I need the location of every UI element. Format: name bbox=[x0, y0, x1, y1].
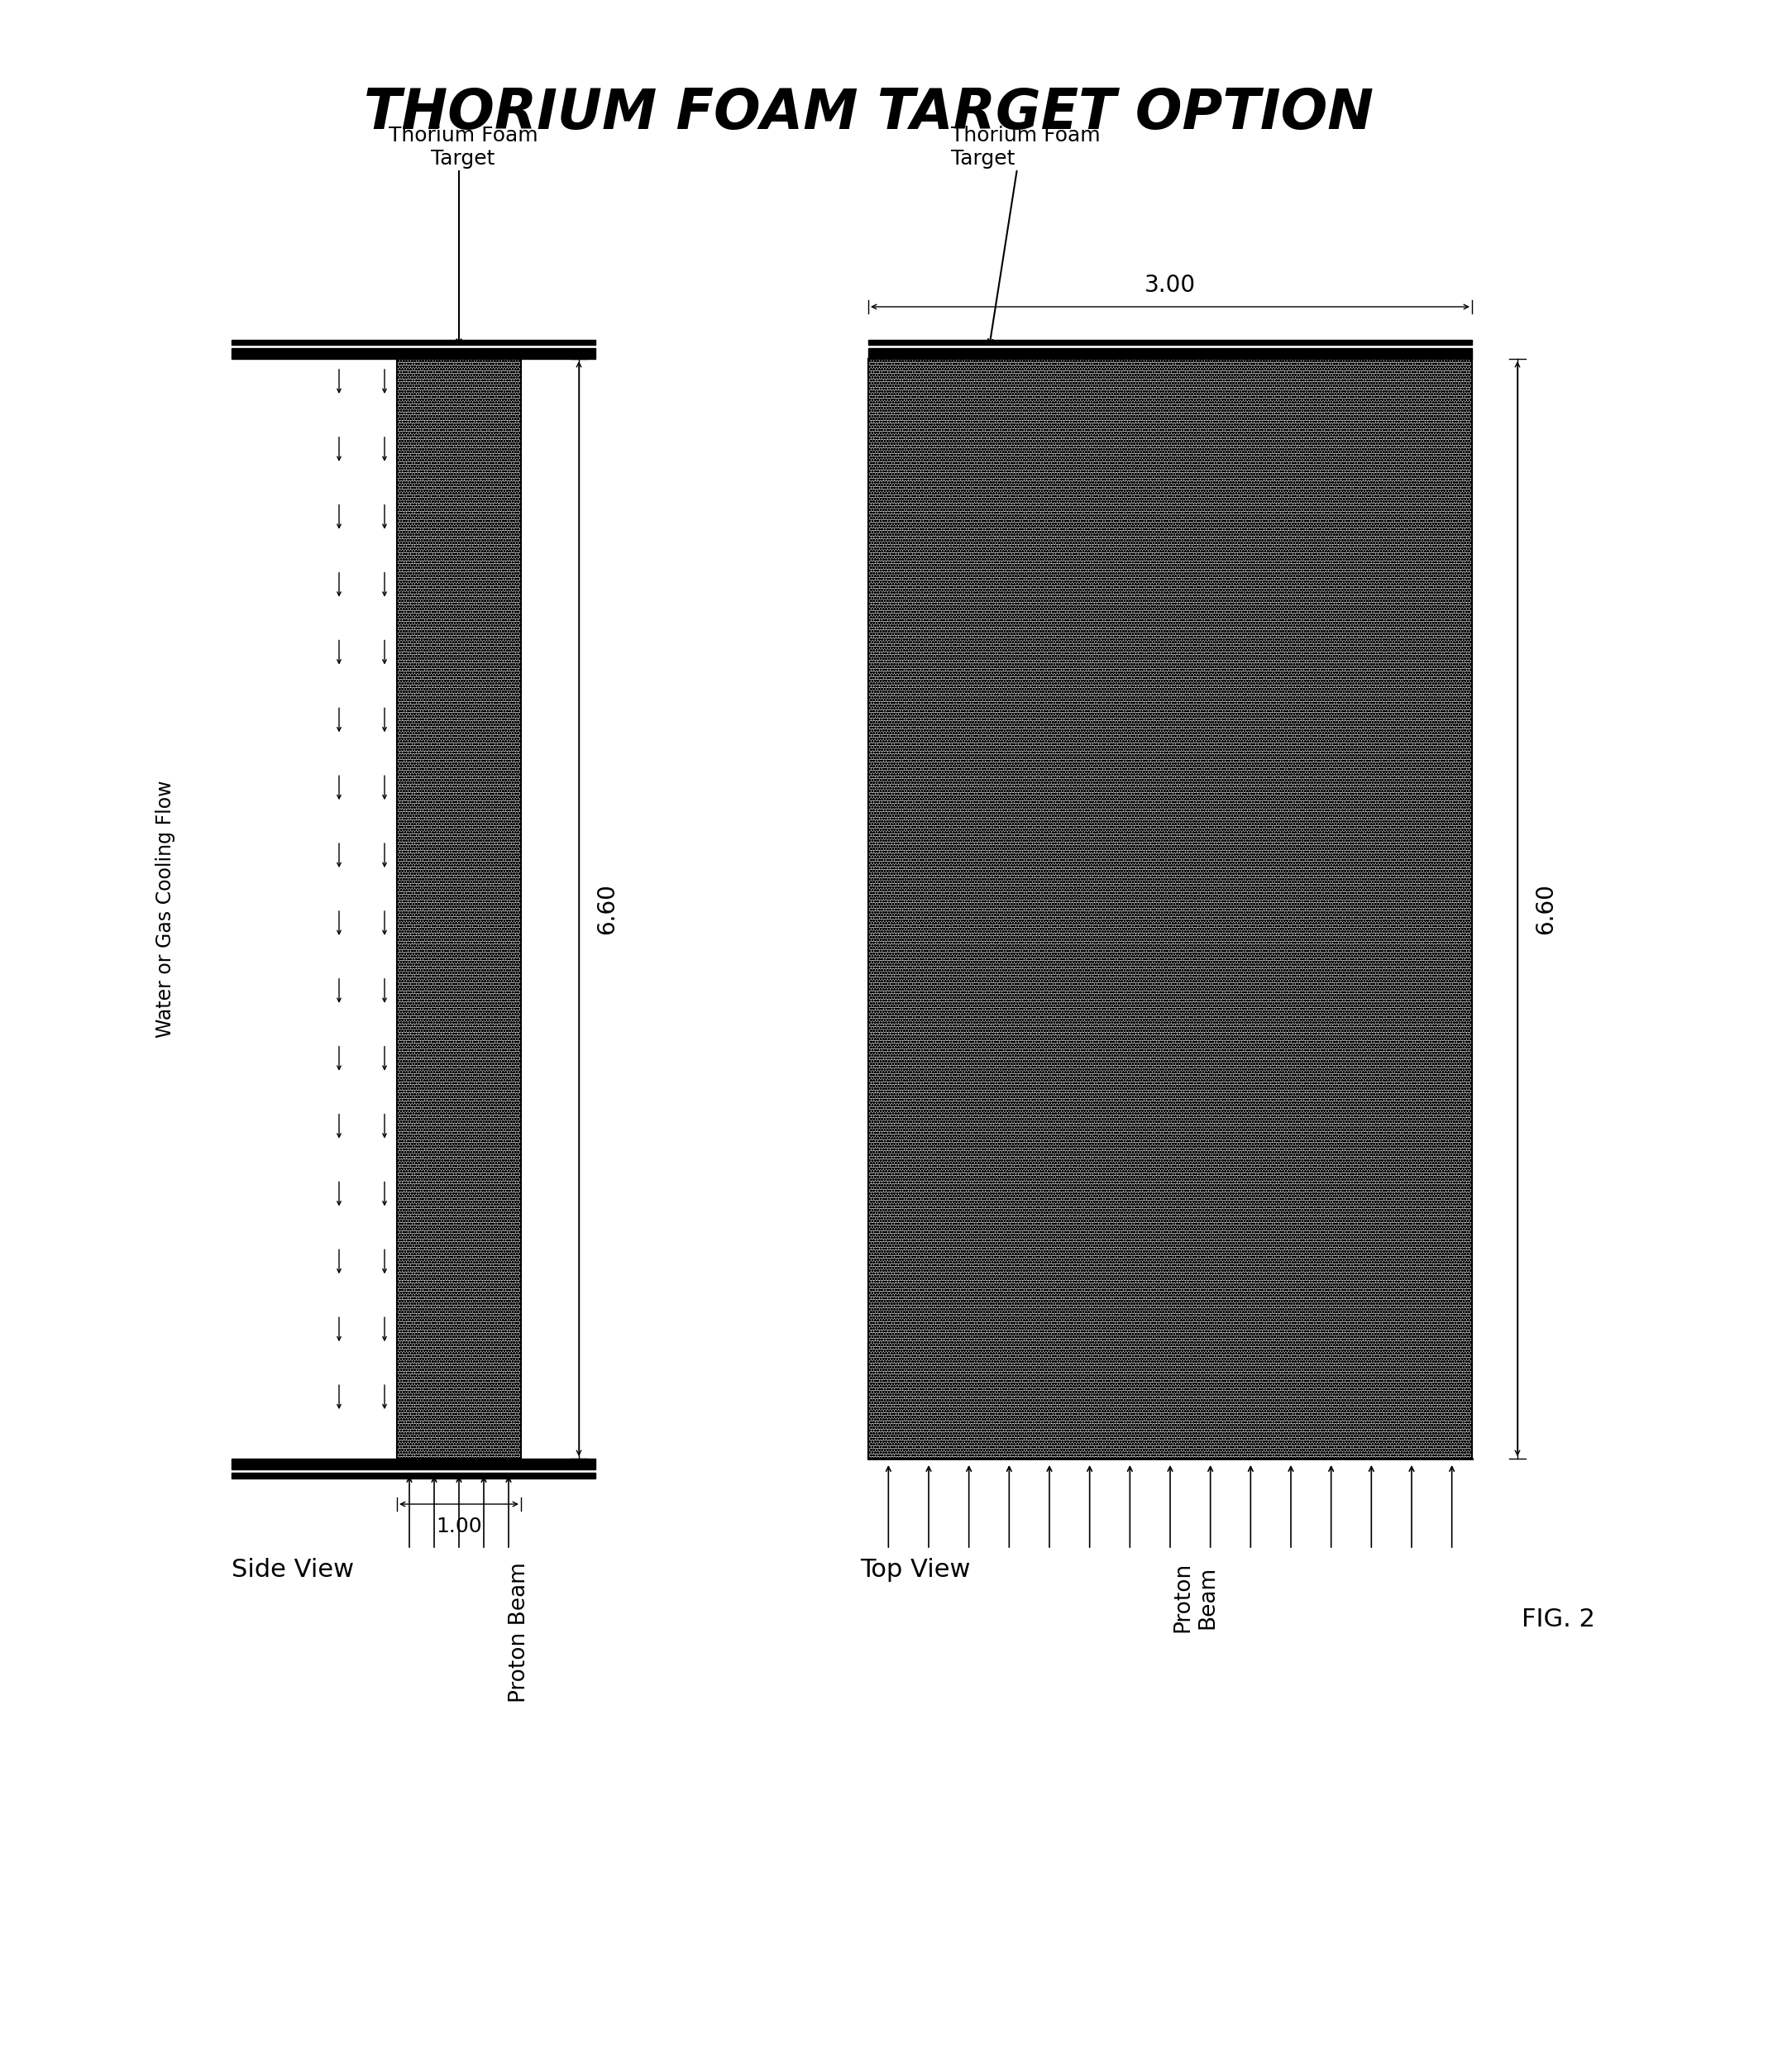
Text: Thorium Foam
Target: Thorium Foam Target bbox=[389, 125, 538, 168]
Bar bbox=[869, 347, 1471, 359]
Bar bbox=[231, 1473, 595, 1479]
Text: THORIUM FOAM TARGET OPTION: THORIUM FOAM TARGET OPTION bbox=[364, 86, 1373, 140]
Bar bbox=[869, 359, 1471, 1458]
Text: Side View: Side View bbox=[231, 1557, 355, 1582]
Bar bbox=[398, 359, 521, 1458]
Bar bbox=[231, 339, 595, 345]
Text: 1.00: 1.00 bbox=[435, 1516, 482, 1536]
Text: 6.60: 6.60 bbox=[1534, 883, 1557, 935]
Text: Top View: Top View bbox=[860, 1557, 971, 1582]
Bar bbox=[231, 347, 595, 359]
Text: 3.00: 3.00 bbox=[1145, 273, 1195, 298]
Text: FIG. 2: FIG. 2 bbox=[1521, 1608, 1595, 1631]
Text: Proton
Beam: Proton Beam bbox=[1172, 1561, 1219, 1633]
Text: Proton Beam: Proton Beam bbox=[509, 1561, 530, 1703]
Text: Water or Gas Cooling Flow: Water or Gas Cooling Flow bbox=[156, 781, 176, 1037]
Text: Thorium Foam
Target: Thorium Foam Target bbox=[952, 125, 1100, 168]
Bar bbox=[869, 339, 1471, 345]
Bar bbox=[231, 1458, 595, 1469]
Text: 6.60: 6.60 bbox=[595, 883, 618, 935]
